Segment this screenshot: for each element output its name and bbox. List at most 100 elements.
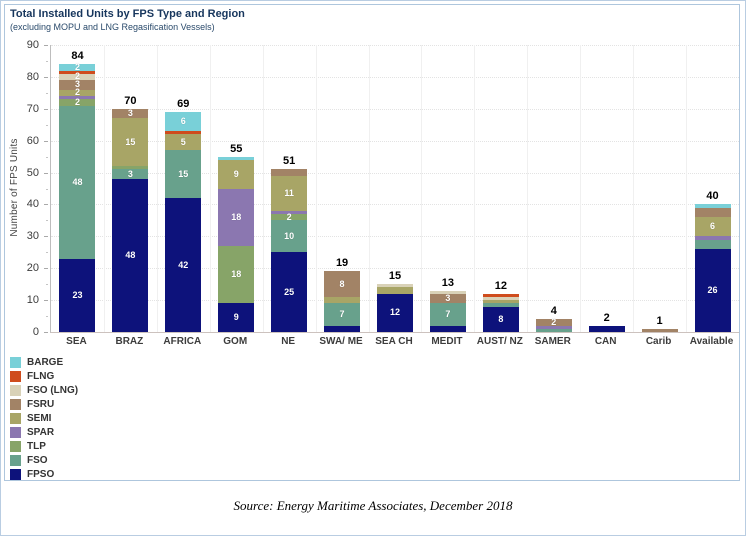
bar-segment-label: 3 <box>74 79 80 90</box>
bar-segment-label: 7 <box>339 308 345 319</box>
bar-column: 25 10 2 11 51 <box>263 45 315 332</box>
bar-segment-semi: 2 <box>59 87 96 98</box>
bar-segment-semi: 9 <box>218 159 255 189</box>
bar-segment-label: 2 <box>74 61 80 72</box>
bar-column: 23 48 2 2 3 2 2 84 <box>51 45 103 332</box>
legend-label: BARGE <box>27 356 64 368</box>
legend-label: SEMI <box>27 412 52 424</box>
bar-segment-label: 25 <box>284 286 295 297</box>
bar-segment-fso <box>535 328 572 332</box>
bar-segment-label: 3 <box>127 108 133 119</box>
bar-total-label: 1 <box>656 314 663 327</box>
x-tick-label: SWA/ ME <box>319 336 363 347</box>
stacked-bar: 48 3 15 3 <box>112 108 149 332</box>
bar-segment-barge <box>218 156 255 160</box>
bar-segment-label: 11 <box>284 187 294 198</box>
bar-segment-spar <box>271 210 308 215</box>
gridline <box>51 140 739 142</box>
bar-column: 48 3 15 3 70 <box>104 45 156 332</box>
legend-swatch <box>10 370 21 382</box>
y-tick-label: 0 <box>32 326 39 338</box>
y-tick-label: 90 <box>26 39 39 51</box>
bar-column: 42 15 5 6 69 <box>157 45 209 332</box>
bar-segment-fso <box>482 303 519 307</box>
bar-segment-semi: 15 <box>112 118 149 167</box>
y-minor-tick-mark <box>46 60 48 62</box>
bar-segment-label: 15 <box>178 168 189 179</box>
bar-segment-barge: 6 <box>165 112 202 132</box>
bar-segment-fpso <box>588 325 625 332</box>
bar-segment-label: 18 <box>231 211 242 222</box>
legend-label: SPAR <box>27 426 55 438</box>
bar-segment-fsru <box>271 169 308 176</box>
y-tick-label: 70 <box>26 102 39 115</box>
bar-segment-tlp: 2 <box>59 97 96 106</box>
category-separator-line <box>315 45 317 332</box>
bar-segment-semi: 5 <box>165 134 202 151</box>
y-tick-mark <box>44 300 48 302</box>
bar-segment-fpso: 12 <box>376 293 413 332</box>
bar-segment-spar <box>59 96 96 100</box>
bar-total-label: 84 <box>71 50 84 63</box>
x-tick-label: AFRICA <box>163 336 202 347</box>
bar-segment-label: 9 <box>233 312 239 323</box>
bar-segment-fso-lng- <box>429 290 466 294</box>
source-caption: Source: Energy Maritime Associates, Dece… <box>233 498 513 513</box>
bar-segment-spar: 18 <box>218 188 255 246</box>
bar-segment-label: 5 <box>180 136 186 147</box>
y-tick-mark <box>44 236 48 238</box>
bar-column: 26 6 40 <box>687 45 739 332</box>
stacked-bar: 23 48 2 2 3 2 2 <box>59 61 96 332</box>
category-separator-line <box>633 45 635 332</box>
x-tick-label: SAMER <box>534 336 571 347</box>
y-tick-label: 20 <box>26 262 39 275</box>
bar-total-label: 55 <box>230 142 243 155</box>
category-separator-line <box>580 45 582 332</box>
y-tick-label: 10 <box>26 294 39 307</box>
x-axis-labels: SEA BRAZ AFRICA GOM NE SWA/ ME SEA CH MEDIT AUST… <box>50 336 738 347</box>
x-tick-label: Available <box>689 336 734 347</box>
gridline <box>51 172 739 174</box>
y-tick-label: 40 <box>26 198 39 211</box>
bar-segment-fpso: 26 <box>694 249 731 332</box>
bar-column: 7 8 19 <box>316 45 368 332</box>
gridline <box>51 268 739 270</box>
bar-segment-label: 8 <box>339 278 345 289</box>
y-tick-mark <box>44 172 48 174</box>
y-minor-tick-mark <box>46 156 48 158</box>
bar-segment-fpso <box>324 325 361 332</box>
legend-label: FSRU <box>27 398 55 410</box>
bar-segment-tlp <box>112 166 149 170</box>
category-separator-line <box>686 45 688 332</box>
category-separator-line <box>527 45 529 332</box>
bar-segment-fso: 7 <box>324 303 361 326</box>
bar-segment-label: 18 <box>231 269 242 280</box>
stacked-bar: 25 10 2 11 <box>271 169 308 332</box>
y-minor-tick-mark <box>46 188 48 190</box>
gridline <box>51 236 739 238</box>
y-tick-mark <box>44 76 48 78</box>
legend-swatch <box>10 468 21 480</box>
legend-item-fso: FSO <box>10 453 78 467</box>
bar-segment-label: 8 <box>498 313 504 324</box>
bar-segment-fpso: 9 <box>218 303 255 332</box>
y-minor-tick-mark <box>46 316 48 318</box>
bar-segment-label: 26 <box>707 285 718 296</box>
bar-segment-label: 48 <box>72 176 83 187</box>
bar-total-label: 70 <box>124 94 137 107</box>
plot-area: 23 48 2 2 3 2 2 84 48 3 15 3 70 42 15 5 6 69 9 18 18 9 55 25 10 2… <box>50 45 739 333</box>
bar-segment-label: 7 <box>445 308 451 319</box>
y-tick-mark <box>44 108 48 110</box>
bar-segment-fsru <box>641 328 678 332</box>
y-tick-mark <box>44 332 48 333</box>
y-tick-mark <box>44 268 48 270</box>
bar-segment-fsru: 3 <box>112 108 149 119</box>
gridline <box>51 76 739 78</box>
stacked-bar: 9 18 18 9 <box>218 156 255 332</box>
bar-total-label: 12 <box>494 279 507 292</box>
bar-segment-label: 2 <box>74 87 80 98</box>
chart: Total Installed Units by FPS Type and Re… <box>4 4 740 481</box>
legend-item-fpso: FPSO <box>10 467 78 481</box>
